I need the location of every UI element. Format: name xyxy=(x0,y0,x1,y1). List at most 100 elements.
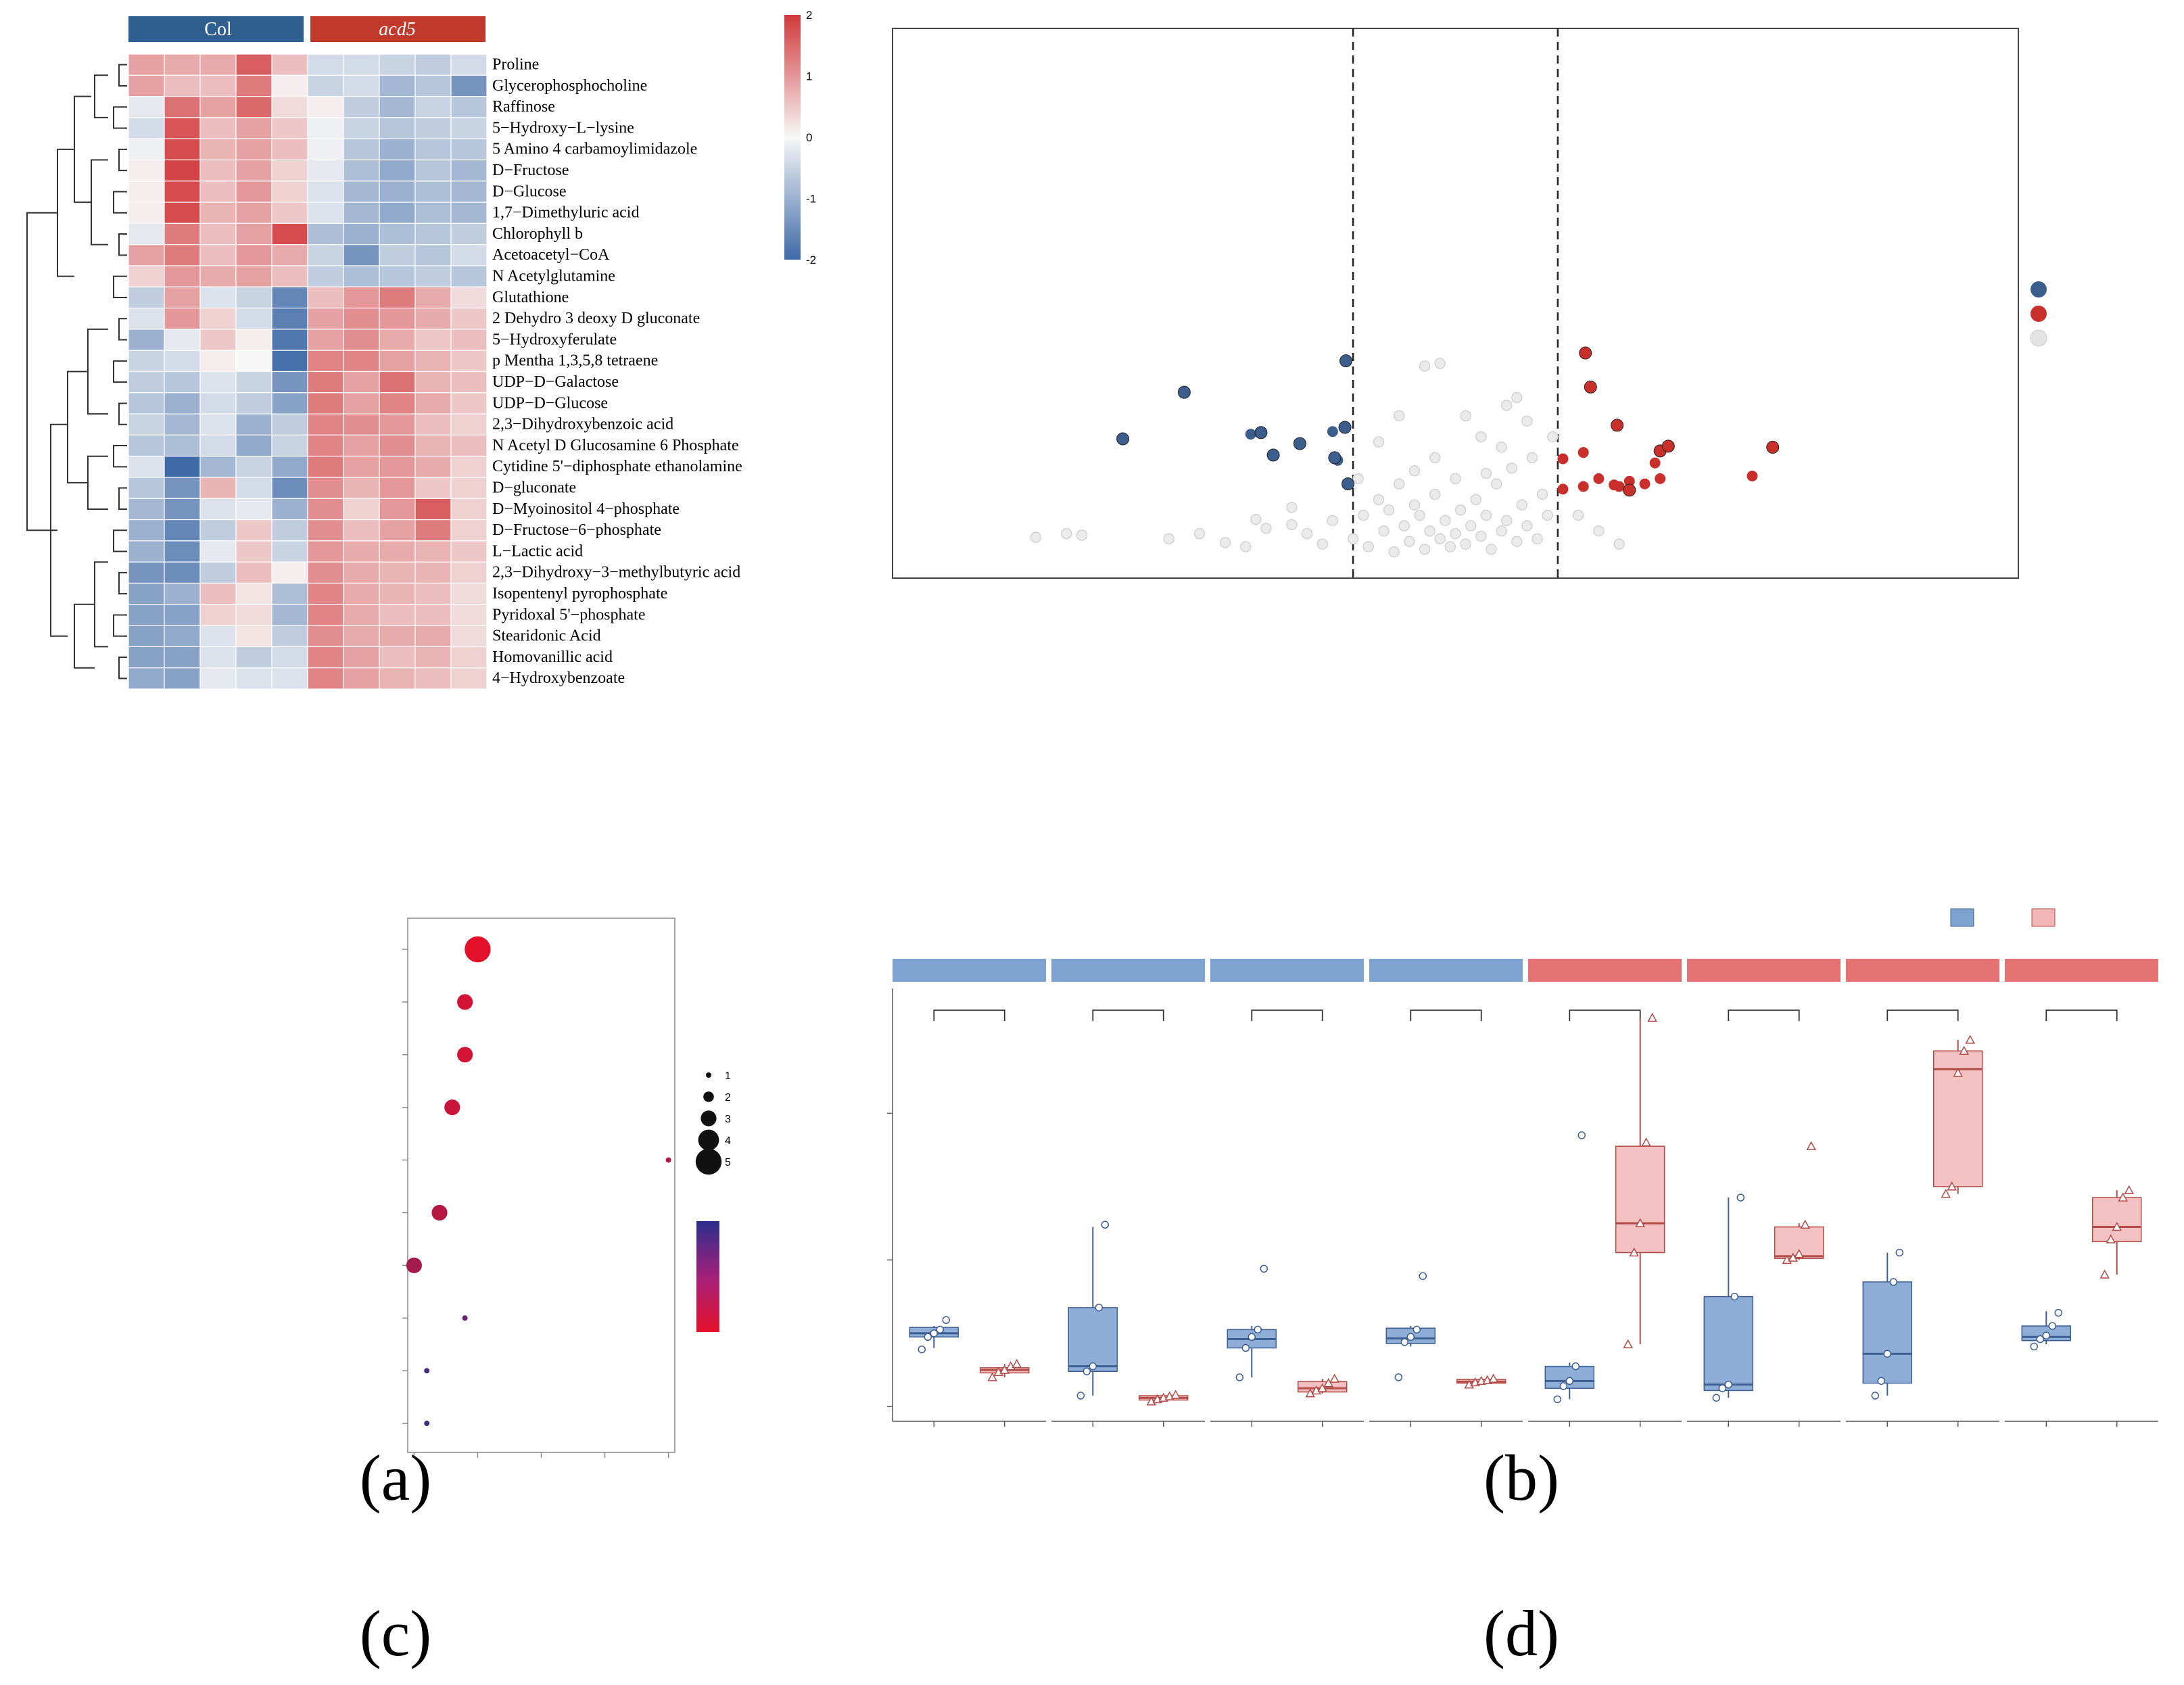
heatmap-cell xyxy=(414,434,452,457)
heatmap-cell xyxy=(128,646,165,669)
none-point xyxy=(1301,527,1313,540)
heatmap-cell xyxy=(271,434,308,457)
heatmap-cell xyxy=(379,350,416,373)
heatmap-cell xyxy=(235,222,272,245)
heatmap-cell xyxy=(450,308,488,330)
row-label: D−Fructose−6−phosphate xyxy=(492,521,661,539)
row-label: Acetoacetyl−CoA xyxy=(492,246,610,264)
sample-point xyxy=(1488,1373,1498,1383)
sample-point xyxy=(1012,1358,1022,1369)
heatmap-cell xyxy=(414,371,452,394)
heatmap-cell xyxy=(450,646,488,669)
term-dot xyxy=(424,1421,430,1427)
heatmap-cell xyxy=(271,625,308,647)
heatmap-cell xyxy=(450,456,488,478)
heatmap-cell xyxy=(235,138,272,161)
row-label: Stearidonic Acid xyxy=(492,627,601,645)
none-point xyxy=(1362,541,1375,552)
none-point xyxy=(1250,514,1262,525)
heatmap-cell xyxy=(271,53,308,76)
dendrogram-branch xyxy=(113,360,127,383)
heatmap-cell xyxy=(128,625,165,647)
none-point xyxy=(1414,509,1425,521)
none-point xyxy=(1358,509,1369,521)
heatmap-cell xyxy=(343,308,380,330)
sample-point xyxy=(1889,1278,1898,1286)
none-point xyxy=(1450,527,1461,540)
heatmap-cell xyxy=(343,138,380,161)
heatmap-cell xyxy=(450,392,488,414)
heatmap-cell xyxy=(199,413,237,435)
up-point xyxy=(1557,453,1569,465)
none-point xyxy=(1163,533,1174,545)
heatmap-panel: Col acd5 Proline Glycerophosphocholine Raffi… xyxy=(26,9,816,690)
row-label: 2,3−Dihydroxybenzoic acid xyxy=(492,416,673,433)
none-point xyxy=(1593,525,1605,537)
panel-header xyxy=(1051,959,1205,982)
none-point xyxy=(1460,410,1471,422)
dendrogram-branch xyxy=(118,402,127,425)
significance-bracket xyxy=(1251,1010,1323,1021)
heatmap-cell xyxy=(343,519,380,542)
heatmap-cell xyxy=(199,201,237,224)
heatmap-cell xyxy=(128,308,165,330)
heatmap-cell xyxy=(450,329,488,351)
labeled-point xyxy=(1339,354,1353,368)
heatmap-cell xyxy=(235,413,272,435)
heatmap-cell xyxy=(128,222,165,245)
row-label: Raffinose xyxy=(492,98,555,116)
heatmap-cell xyxy=(379,96,416,118)
heatmap-cell xyxy=(199,646,237,669)
row-label: 2,3−Dihydroxy−3−methylbutyric acid xyxy=(492,564,740,582)
heatmap-cell xyxy=(379,413,416,435)
sample-point xyxy=(1317,1383,1327,1392)
none-point xyxy=(1516,499,1528,511)
sample-point xyxy=(1254,1325,1262,1334)
heatmap-cell xyxy=(414,540,452,563)
heatmap-cell xyxy=(199,350,237,373)
heatmap-cell xyxy=(199,519,237,542)
sample-point xyxy=(1947,1181,1957,1191)
dendrogram-branch xyxy=(74,603,95,669)
term-dot xyxy=(424,1368,430,1374)
heatmap-cell xyxy=(235,456,272,478)
none-point xyxy=(1465,520,1477,531)
heatmap-cell xyxy=(414,159,452,182)
sample-point xyxy=(1871,1392,1880,1400)
down-point xyxy=(1245,429,1256,440)
none-point xyxy=(1500,400,1513,411)
heatmap-cell xyxy=(450,138,488,161)
heatmap-cell xyxy=(164,53,201,76)
heatmap-cell xyxy=(450,286,488,309)
sample-point xyxy=(1329,1373,1339,1383)
row-label: Homovanillic acid xyxy=(492,648,613,666)
up-point xyxy=(1623,475,1635,487)
heatmap-cell xyxy=(164,519,201,542)
sample-point xyxy=(2099,1269,2110,1279)
sample-point xyxy=(1241,1344,1250,1352)
heatmap-cell xyxy=(414,201,452,224)
box xyxy=(1703,1296,1754,1392)
none-point xyxy=(1613,538,1625,550)
heatmap-cell xyxy=(343,392,380,414)
none-point xyxy=(1480,509,1492,521)
none-point xyxy=(1486,544,1497,555)
heatmap-cell xyxy=(307,350,344,373)
heatmap-cell xyxy=(450,265,488,287)
heatmap-cell xyxy=(414,138,452,161)
row-label: p Mentha 1,3,5,8 tetraene xyxy=(492,352,658,370)
panel-header xyxy=(1210,959,1364,982)
sample-point xyxy=(1806,1141,1816,1150)
panel-header xyxy=(2005,959,2158,982)
heatmap-cell xyxy=(235,519,272,542)
none-point xyxy=(1408,499,1421,511)
heatmap-cell xyxy=(271,667,308,690)
none-point xyxy=(1419,360,1431,372)
none-point xyxy=(1511,536,1523,548)
heatmap-cell xyxy=(128,74,165,97)
sample-point xyxy=(1476,1375,1486,1385)
heatmap-cell xyxy=(271,222,308,245)
term-dot xyxy=(431,1204,448,1221)
sample-point xyxy=(1712,1394,1721,1402)
